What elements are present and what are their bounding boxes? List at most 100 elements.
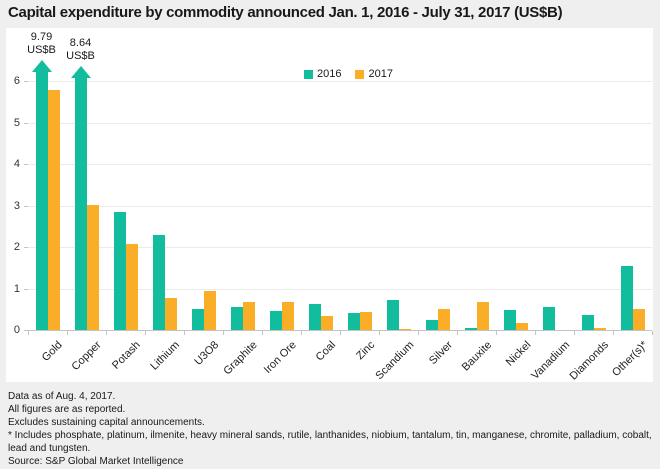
x-label-other-s-: Other(s)* — [609, 339, 650, 380]
x-label-diamonds: Diamonds — [567, 339, 611, 383]
y-axis-label-0: 0 — [13, 324, 20, 336]
x-label-potash: Potash — [110, 339, 143, 372]
bar-2017-lithium — [164, 298, 177, 330]
footnote-line-5: Source: S&P Global Market Intelligence — [8, 456, 184, 467]
x-label-graphite: Graphite — [221, 339, 260, 378]
bar-2016-vanadium — [542, 307, 555, 330]
y-tick-2 — [24, 247, 28, 248]
gridline-3 — [28, 205, 652, 207]
y-tick-0 — [24, 330, 28, 331]
x-tick-10 — [418, 331, 419, 335]
x-tick-1 — [67, 331, 68, 335]
y-axis-label-5: 5 — [13, 116, 20, 129]
y-tick-1 — [24, 288, 28, 290]
footnote-line-4: * Includes phosphate, platinum, ilmenite… — [8, 430, 652, 454]
bar-2017-nickel — [515, 323, 528, 330]
bar-2017-gold — [47, 90, 60, 330]
x-tick-3 — [145, 331, 146, 335]
bar-2017-bauxite — [476, 302, 489, 330]
bar-2016-gold — [35, 72, 48, 330]
x-label-iron-ore: Iron Ore — [261, 339, 299, 377]
x-label-copper: Copper — [69, 339, 104, 373]
y-axis-label-3: 3 — [13, 199, 20, 212]
bar-2017-iron-ore — [281, 302, 294, 330]
bar-2016-other-s- — [620, 266, 633, 330]
y-tick-4 — [24, 164, 28, 165]
x-label-nickel: Nickel — [503, 339, 533, 369]
bar-2017-coal — [320, 316, 333, 330]
legend-swatch-2017-icon — [355, 69, 365, 79]
x-label-scandium: Scandium — [372, 339, 416, 383]
gridline-1 — [28, 288, 652, 290]
x-tick-16 — [652, 331, 653, 335]
bar-2016-copper-arrow-icon — [70, 66, 91, 78]
gridline-4 — [28, 164, 652, 165]
bar-2017-scandium — [398, 329, 411, 330]
legend-label-2016: 2016 — [317, 68, 342, 80]
x-tick-13 — [535, 331, 536, 335]
x-tick-14 — [574, 331, 575, 335]
footnote-line-3: Excludes sustaining capital announcement… — [8, 417, 205, 428]
bar-2017-silver — [437, 309, 450, 330]
x-tick-2 — [106, 331, 107, 335]
bar-2016-gold-arrow-icon — [31, 60, 52, 72]
bar-2017-diamonds — [593, 328, 606, 330]
x-tick-6 — [262, 331, 263, 335]
x-tick-0 — [28, 331, 29, 335]
x-label-u3o8: U3O8 — [192, 339, 221, 368]
legend-item-2016: 2016 — [304, 68, 341, 80]
bar-2017-u3o8 — [203, 291, 216, 330]
x-label-coal: Coal — [313, 339, 338, 364]
bar-2016-graphite — [230, 307, 243, 330]
y-tick-5 — [24, 122, 28, 124]
bar-2016-diamonds — [581, 315, 594, 330]
bar-2016-silver — [425, 320, 438, 330]
chart-title: Capital expenditure by commodity announc… — [8, 4, 563, 21]
bar-2016-lithium — [152, 235, 165, 330]
y-axis-label-6: 6 — [13, 75, 20, 87]
gridline-6 — [28, 81, 652, 82]
legend: 2016 2017 — [304, 68, 393, 80]
footnote-line-2: All figures are as reported. — [8, 404, 126, 415]
x-axis-line — [28, 330, 652, 331]
x-tick-12 — [496, 331, 497, 335]
bar-2016-nickel — [503, 310, 516, 330]
x-tick-11 — [457, 331, 458, 335]
x-label-zinc: Zinc — [353, 339, 377, 363]
x-label-silver: Silver — [427, 339, 455, 367]
footnote-line-1: Data as of Aug. 4, 2017. — [8, 391, 116, 402]
bar-2016-bauxite — [464, 328, 477, 330]
y-axis-label-2: 2 — [13, 241, 20, 253]
bar-2016-coal — [308, 304, 321, 330]
legend-swatch-2016-icon — [304, 69, 313, 79]
gridline-5 — [28, 122, 652, 124]
annotation-gold: 9.79 US$B — [27, 31, 56, 56]
bar-2016-copper — [74, 78, 87, 330]
x-tick-15 — [613, 331, 614, 335]
x-tick-9 — [379, 331, 380, 335]
bar-2016-iron-ore — [269, 311, 282, 330]
bar-2017-zinc — [359, 312, 372, 330]
x-label-bauxite: Bauxite — [459, 339, 494, 374]
bar-2017-copper — [86, 205, 99, 330]
bar-2017-potash — [125, 244, 138, 330]
legend-item-2017: 2017 — [355, 68, 393, 80]
bar-2017-other-s- — [632, 309, 645, 330]
x-label-lithium: Lithium — [148, 339, 182, 373]
y-tick-6 — [24, 81, 28, 82]
y-tick-3 — [24, 205, 28, 207]
x-tick-4 — [184, 331, 185, 335]
bar-2016-scandium — [386, 300, 399, 330]
x-label-vanadium: Vanadium — [529, 339, 572, 382]
bar-2016-potash — [113, 212, 126, 330]
y-axis-label-1: 1 — [13, 282, 20, 295]
footnotes: Data as of Aug. 4, 2017. All figures are … — [8, 390, 656, 468]
bar-2016-zinc — [347, 313, 360, 330]
x-tick-8 — [340, 331, 341, 335]
y-axis-label-4: 4 — [13, 158, 20, 170]
x-label-gold: Gold — [40, 339, 65, 364]
x-tick-5 — [223, 331, 224, 335]
bar-2016-u3o8 — [191, 309, 204, 330]
legend-label-2017: 2017 — [368, 68, 393, 80]
